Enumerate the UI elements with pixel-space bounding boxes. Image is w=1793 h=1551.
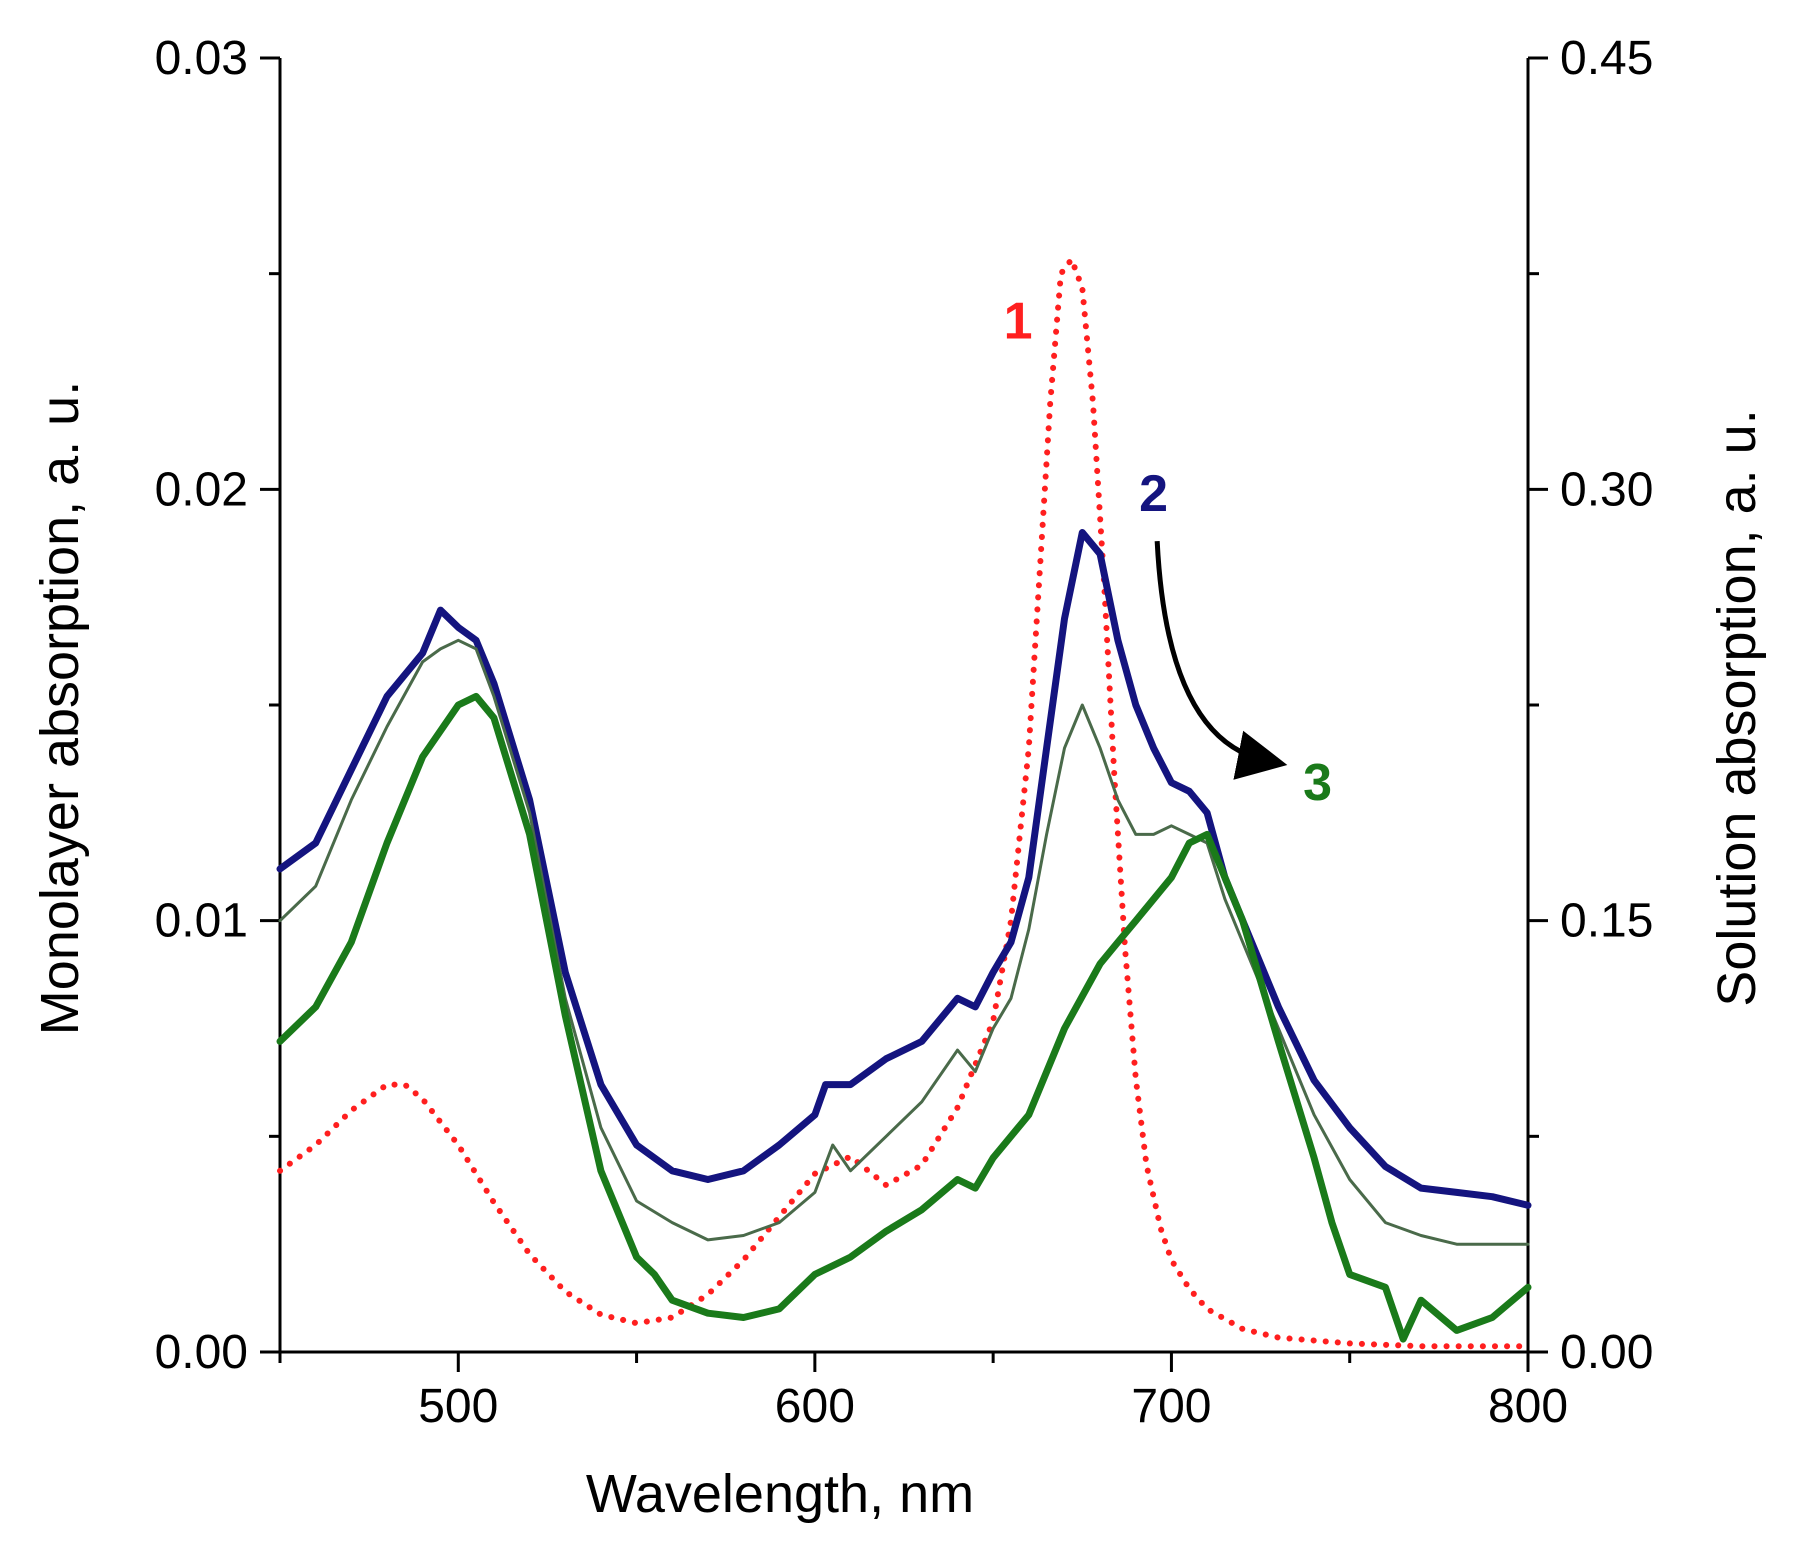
y-right-tick-label: 0.00 bbox=[1560, 1326, 1653, 1379]
y-right-tick-label: 0.45 bbox=[1560, 32, 1653, 85]
axes: 500 600 700 8000.000.010.020.030.000.150.30… bbox=[155, 32, 1654, 1433]
curve-arrow bbox=[1154, 540, 1288, 780]
y-right-tick-label: 0.30 bbox=[1560, 463, 1653, 516]
y-left-tick-label: 0.02 bbox=[155, 463, 248, 516]
y-axis-right-title: Solution absorption, a. u. bbox=[1707, 409, 1767, 1006]
x-tick-label: 600 bbox=[775, 1380, 855, 1433]
y-left-tick-label: 0.03 bbox=[155, 32, 248, 85]
x-tick-label: 800 bbox=[1488, 1380, 1568, 1433]
x-tick-label: 700 bbox=[1131, 1380, 1211, 1433]
y-left-tick-label: 0.01 bbox=[155, 895, 248, 948]
curve-label-3: 3 bbox=[1303, 754, 1332, 812]
x-axis-title: Wavelength, nm bbox=[586, 1464, 974, 1524]
series-line-3 bbox=[276, 692, 1532, 1343]
y-right-tick-label: 0.15 bbox=[1560, 895, 1653, 948]
y-left-tick-label: 0.00 bbox=[155, 1326, 248, 1379]
annotations: 1 2 3 bbox=[1004, 292, 1332, 812]
curve-label-1: 1 bbox=[1004, 292, 1033, 350]
y-axis-left-title: Monolayer absorption, a. u. bbox=[30, 381, 90, 1035]
series-line-1 bbox=[277, 256, 1531, 1350]
series-line-2 bbox=[276, 529, 1532, 1209]
series-line-intermediate-2 bbox=[278, 638, 1530, 1246]
x-tick-label: 500 bbox=[418, 1380, 498, 1433]
curve-label-2: 2 bbox=[1139, 465, 1168, 523]
series-group bbox=[276, 256, 1532, 1350]
